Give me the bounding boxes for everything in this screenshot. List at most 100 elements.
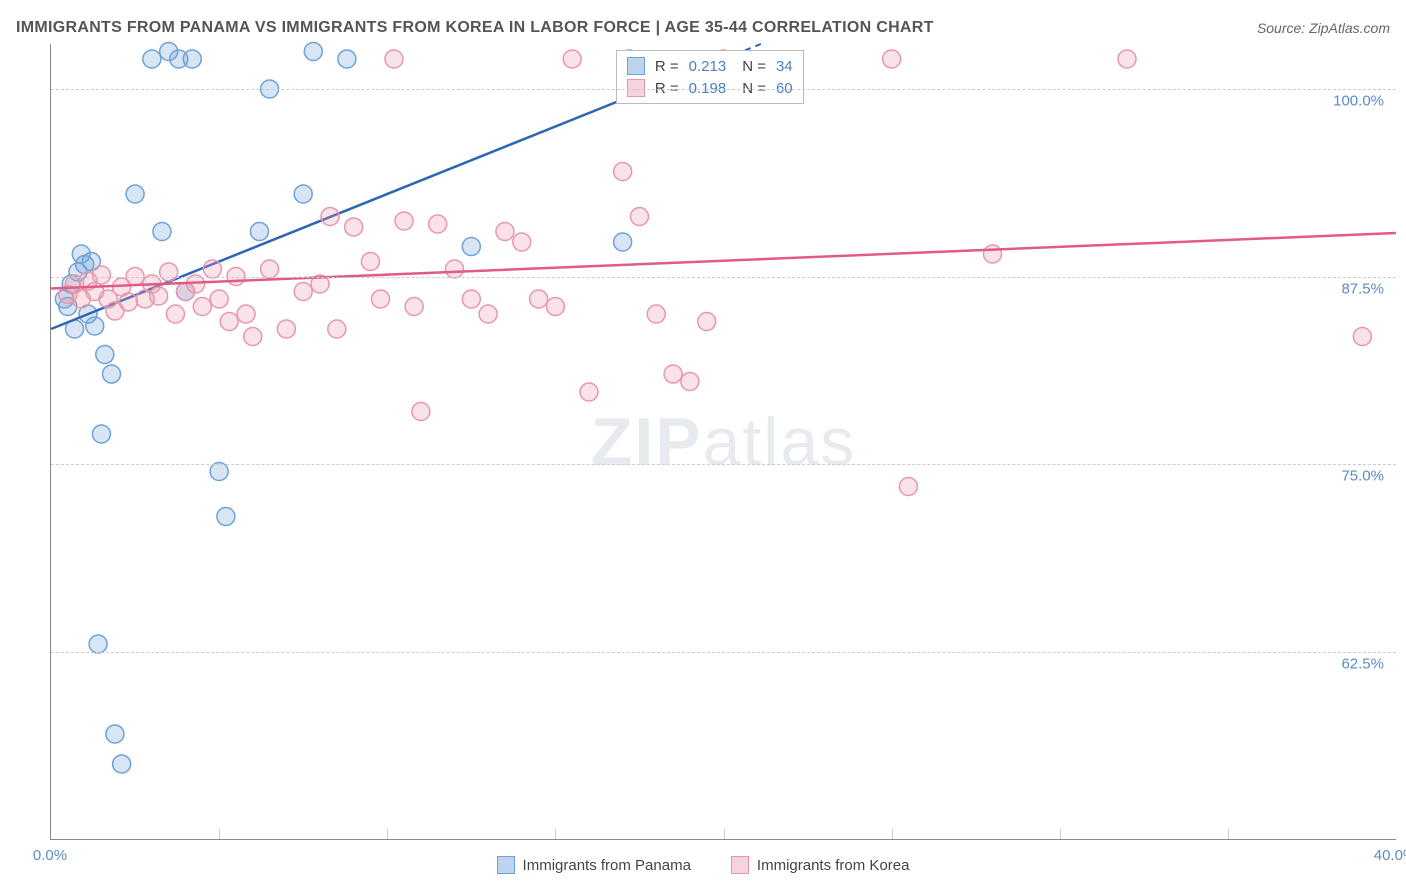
gridline-h <box>51 464 1396 465</box>
corr-n-label: N = <box>742 80 766 97</box>
y-tick-label: 62.5% <box>1341 655 1384 672</box>
scatter-point <box>244 328 262 346</box>
scatter-point <box>899 478 917 496</box>
scatter-point <box>193 298 211 316</box>
scatter-point <box>546 298 564 316</box>
scatter-point <box>372 290 390 308</box>
scatter-point <box>217 508 235 526</box>
scatter-point <box>412 403 430 421</box>
scatter-point <box>338 50 356 68</box>
legend-item: Immigrants from Panama <box>497 856 691 874</box>
legend-item: Immigrants from Korea <box>731 856 910 874</box>
plot-area: ZIPatlas R =0.213 N =34R =0.198 N =60 62… <box>50 44 1396 840</box>
scatter-point <box>647 305 665 323</box>
y-tick-label: 100.0% <box>1333 93 1384 110</box>
chart-title: IMMIGRANTS FROM PANAMA VS IMMIGRANTS FRO… <box>16 19 934 37</box>
scatter-point <box>304 43 322 61</box>
x-tick-label: 40.0% <box>1374 847 1406 864</box>
x-minor-tick <box>387 829 388 839</box>
scatter-point <box>89 635 107 653</box>
scatter-point <box>563 50 581 68</box>
scatter-point <box>496 223 514 241</box>
regression-line <box>51 233 1396 289</box>
legend-swatch <box>731 856 749 874</box>
legend-label: Immigrants from Panama <box>523 857 691 874</box>
scatter-point <box>446 260 464 278</box>
scatter-point <box>630 208 648 226</box>
x-minor-tick <box>724 829 725 839</box>
scatter-point <box>614 163 632 181</box>
x-minor-tick <box>219 829 220 839</box>
scatter-point <box>883 50 901 68</box>
x-minor-tick <box>1060 829 1061 839</box>
scatter-point <box>103 365 121 383</box>
scatter-point <box>294 185 312 203</box>
scatter-point <box>681 373 699 391</box>
scatter-point <box>183 50 201 68</box>
scatter-point <box>479 305 497 323</box>
scatter-point <box>429 215 447 233</box>
corr-legend-row: R = 0.213 N = 34 <box>627 57 793 75</box>
x-minor-tick <box>892 829 893 839</box>
scatter-point <box>203 260 221 278</box>
legend-swatch <box>627 79 645 97</box>
scatter-point <box>385 50 403 68</box>
gridline-h <box>51 652 1396 653</box>
corr-r-value: 0.198 <box>689 80 727 97</box>
scatter-point <box>1353 328 1371 346</box>
scatter-point <box>513 233 531 251</box>
scatter-point <box>1118 50 1136 68</box>
corr-legend-row: R = 0.198 N = 60 <box>627 79 793 97</box>
gridline-h <box>51 277 1396 278</box>
scatter-point <box>250 223 268 241</box>
title-bar: IMMIGRANTS FROM PANAMA VS IMMIGRANTS FRO… <box>0 0 1406 44</box>
y-tick-label: 75.0% <box>1341 468 1384 485</box>
scatter-point <box>106 725 124 743</box>
x-tick-label: 0.0% <box>33 847 67 864</box>
gridline-h <box>51 89 1396 90</box>
corr-r-label: R = <box>655 58 679 75</box>
y-tick-label: 87.5% <box>1341 280 1384 297</box>
scatter-point <box>220 313 238 331</box>
scatter-point <box>294 283 312 301</box>
scatter-point <box>143 50 161 68</box>
scatter-point <box>166 305 184 323</box>
scatter-point <box>361 253 379 271</box>
corr-r-label: R = <box>655 80 679 97</box>
corr-n-label: N = <box>742 58 766 75</box>
scatter-point <box>86 317 104 335</box>
scatter-point <box>126 185 144 203</box>
scatter-point <box>664 365 682 383</box>
scatter-plot-svg <box>51 44 1396 839</box>
scatter-point <box>119 293 137 311</box>
scatter-point <box>345 218 363 236</box>
corr-n-value: 34 <box>776 58 793 75</box>
x-minor-tick <box>1228 829 1229 839</box>
correlation-legend: R = 0.213 N = 34 R = 0.198 N = 60 <box>616 50 804 104</box>
scatter-point <box>277 320 295 338</box>
scatter-point <box>530 290 548 308</box>
source-attribution: Source: ZipAtlas.com <box>1257 20 1390 36</box>
scatter-point <box>160 263 178 281</box>
scatter-point <box>237 305 255 323</box>
x-minor-tick <box>555 829 556 839</box>
scatter-point <box>210 290 228 308</box>
scatter-point <box>261 260 279 278</box>
scatter-point <box>153 223 171 241</box>
scatter-point <box>405 298 423 316</box>
scatter-point <box>328 320 346 338</box>
legend-swatch <box>497 856 515 874</box>
scatter-point <box>984 245 1002 263</box>
scatter-point <box>113 755 131 773</box>
series-legend: Immigrants from Panama Immigrants from Ko… <box>0 856 1406 874</box>
scatter-point <box>462 238 480 256</box>
corr-n-value: 60 <box>776 80 793 97</box>
legend-label: Immigrants from Korea <box>757 857 910 874</box>
scatter-point <box>210 463 228 481</box>
scatter-point <box>92 425 110 443</box>
scatter-point <box>321 208 339 226</box>
corr-r-value: 0.213 <box>689 58 727 75</box>
scatter-point <box>150 287 168 305</box>
scatter-point <box>580 383 598 401</box>
scatter-point <box>395 212 413 230</box>
